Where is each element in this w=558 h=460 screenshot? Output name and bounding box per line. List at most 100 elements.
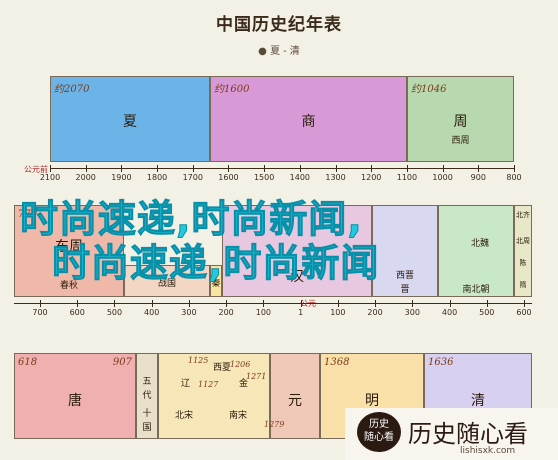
name-dai: 代: [142, 391, 152, 401]
row1-tick: [478, 165, 480, 172]
row2-tick: [449, 300, 451, 307]
row1-tick: [442, 165, 444, 172]
block-beiqi-col: 北齐 北周 陈 隋: [514, 205, 532, 297]
row2-tick: [188, 300, 190, 307]
name-tang: 唐: [68, 393, 82, 409]
name-jin: 晋: [400, 285, 410, 295]
row1-tick-label: 1400: [289, 173, 311, 182]
block-dongzhou: 770 东周 春秋: [14, 205, 124, 297]
row2-tick: [263, 300, 265, 307]
label-618: 618: [18, 357, 38, 368]
label-shang-start: 约1600: [214, 84, 250, 95]
label-1206: 1206: [230, 360, 251, 369]
row2-tick: [226, 300, 228, 307]
name-xia: 夏: [123, 114, 137, 130]
label-770: 770: [18, 209, 38, 220]
name-wu: 五: [142, 377, 152, 387]
label-1279: 1279: [264, 420, 285, 429]
watermark-seal: 历史 随心看: [357, 412, 401, 452]
row2-tick-label: 400: [441, 308, 458, 317]
name-xizhou: 西周: [451, 136, 470, 146]
block-song: 辽 北宋 南宋 金 西夏: [158, 353, 270, 439]
row1-tick-label: 1500: [253, 173, 275, 182]
label-1271: 1271: [246, 372, 267, 381]
label-1125: 1125: [188, 356, 209, 365]
row2-tick-label: 300: [181, 308, 197, 317]
name-xixia: 西夏: [213, 363, 232, 373]
row1-tick-label: 1000: [432, 173, 453, 182]
row2-tick-label: 100: [330, 308, 346, 317]
row1-tick: [299, 165, 301, 172]
name-chen: 陈: [519, 259, 527, 267]
block-yuan: 元: [270, 353, 320, 439]
overlay-banner-bottom: 时尚速递,时尚新闻: [51, 241, 380, 286]
block-zhou: 约1046 周 西周: [407, 76, 514, 162]
row1-timeline: [50, 168, 514, 169]
row2-tick: [77, 300, 79, 307]
block-nanbeichao: 北魏 南北朝: [438, 205, 514, 297]
row1-tick-label: 1900: [111, 173, 132, 182]
row1-tick-label: 1100: [396, 173, 418, 182]
row2-tick: [337, 300, 339, 307]
row2-tick-label: 200: [218, 308, 234, 317]
row1-tick: [157, 165, 159, 172]
name-ming: 明: [365, 393, 379, 409]
label-1636: 1636: [428, 357, 454, 368]
row2-tick: [486, 300, 488, 307]
row1-tick: [50, 165, 51, 172]
row1-tick: [335, 165, 337, 172]
row2-tick-label: 600: [516, 308, 532, 317]
name-nanbeichao: 南北朝: [462, 285, 490, 295]
row1-tick: [406, 165, 408, 172]
name-beisong: 北宋: [175, 411, 194, 421]
block-han: 汉: [222, 205, 372, 297]
row1-tick: [371, 165, 373, 172]
label-xia-start: 约2070: [54, 84, 90, 95]
watermark-brand: 历史随心看: [408, 420, 528, 448]
row2-tick: [412, 300, 414, 307]
row2-tick: [151, 300, 153, 307]
row1-tick-label: 800: [506, 173, 522, 182]
name-beizhou: 北周: [516, 237, 530, 245]
name-chunqiu: 春秋: [59, 281, 78, 291]
row1-tick: [192, 165, 194, 172]
row2-tick-label: 700: [32, 308, 48, 317]
row1-tick-label: 1800: [146, 173, 168, 182]
name-qing: 清: [471, 393, 485, 409]
row2-tick-label: 100: [255, 308, 272, 317]
block-jin: 西晋 晋: [372, 205, 438, 297]
name-zhou: 周: [453, 114, 468, 130]
name-beiqi: 北齐: [516, 211, 530, 219]
label-1127: 1127: [198, 380, 219, 389]
row1-tick-label: 2000: [75, 173, 96, 182]
block-zhanguo: 战国: [124, 265, 210, 297]
row1-tick: [121, 165, 123, 172]
row1-tick-label: 1300: [325, 173, 346, 182]
label-zhou-start: 约1046: [411, 84, 447, 95]
row2-tick-label: 300: [404, 308, 420, 317]
name-dongzhou: 东周: [55, 239, 83, 255]
name-yuan: 元: [288, 393, 302, 409]
row2-tick: [114, 300, 116, 307]
page-title: 中国历史纪年表: [216, 15, 342, 35]
row1-tick-label: 2100: [39, 173, 61, 182]
label-907: 907: [112, 357, 132, 368]
row1-tick-label: 900: [470, 173, 486, 182]
row2-tick: [40, 300, 41, 307]
name-zhanguo: 战国: [157, 279, 176, 289]
row2-tick: [524, 300, 525, 307]
block-shang: 约1600 商: [210, 76, 407, 162]
row1-tick-label: 1700: [182, 173, 203, 182]
page-subtitle: ● 夏 - 清: [258, 46, 300, 57]
row2-tick: [300, 300, 302, 307]
row1-tick: [264, 165, 266, 172]
row2-timeline: [14, 303, 532, 304]
row2-tick: [375, 300, 377, 307]
row1-era-label: 公元前: [24, 165, 48, 174]
watermark-site: lishisxk.com: [460, 446, 516, 456]
label-1368: 1368: [324, 357, 350, 368]
block-tang: 618 907 唐: [14, 353, 136, 439]
row2-tick-label: 400: [144, 308, 160, 317]
name-shi: 十: [142, 409, 152, 419]
name-guo: 国: [142, 423, 152, 433]
